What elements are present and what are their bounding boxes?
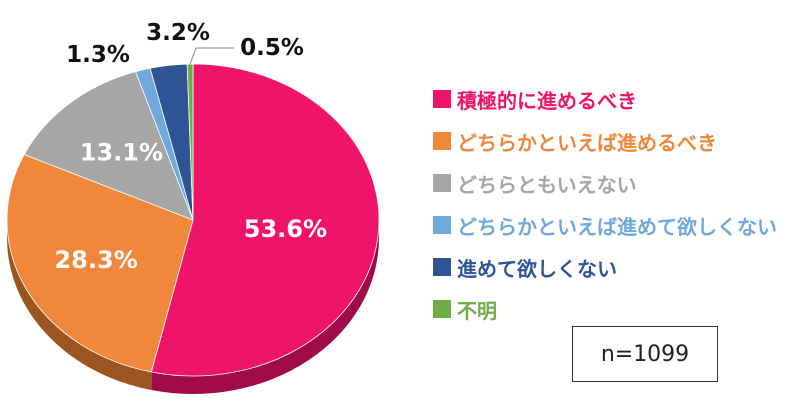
legend-item-0: 積極的に進めるべき [433, 78, 777, 120]
legend-label-3: どちらかといえば進めて欲しくない [457, 214, 777, 239]
pie-slice-0 [150, 63, 380, 377]
sample-size-box: n=1099 [572, 326, 718, 382]
legend-swatch-1 [433, 132, 451, 150]
leader-line-0 [189, 47, 234, 65]
slice-value-label-5: 0.5% [240, 35, 304, 61]
legend: 積極的に進めるべきどちらかといえば進めるべき どちらともいえないどちらかといえば進… [433, 78, 777, 330]
legend-label-4: 進めて欲しくない [457, 256, 617, 281]
legend-swatch-5 [433, 300, 451, 318]
legend-swatch-2 [433, 174, 451, 192]
pie-slice-1 [6, 153, 194, 373]
legend-item-3: どちらかといえば進めて欲しくない [433, 204, 777, 246]
legend-swatch-3 [433, 216, 451, 234]
legend-label-1: どちらかといえば進めるべき [457, 130, 717, 155]
legend-label-0: 積極的に進めるべき [457, 88, 637, 113]
slice-value-label-2: 13.1% [80, 138, 163, 166]
legend-item-2: どちらともいえない [433, 162, 777, 204]
legend-swatch-4 [433, 258, 451, 276]
legend-item-4: 進めて欲しくない [433, 246, 777, 288]
legend-item-1: どちらかといえば進めるべき [433, 120, 777, 162]
slice-value-label-3: 1.3% [66, 42, 130, 68]
slice-value-label-1: 28.3% [54, 246, 137, 274]
pie-slice-2 [23, 71, 194, 221]
slice-value-label-4: 3.2% [146, 20, 210, 46]
slice-value-label-0: 53.6% [244, 215, 327, 243]
pie-slice-side-0 [151, 220, 379, 394]
pie-slice-side-1 [7, 220, 152, 391]
sample-size-label: n=1099 [600, 341, 690, 367]
legend-item-5: 不明 [433, 288, 777, 330]
legend-swatch-0 [433, 90, 451, 108]
legend-label-2: どちらともいえない [457, 172, 637, 197]
legend-label-5: 不明 [457, 298, 497, 323]
